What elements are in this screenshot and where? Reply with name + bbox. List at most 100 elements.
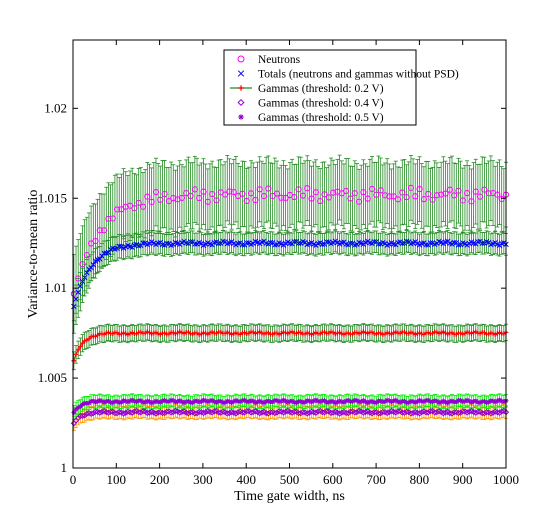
data-point <box>365 400 371 406</box>
data-point <box>226 409 233 417</box>
data-point <box>88 410 95 417</box>
data-point <box>351 190 358 197</box>
data-point <box>412 193 419 200</box>
data-point <box>330 399 336 405</box>
data-point <box>239 190 246 197</box>
data-point <box>175 399 180 404</box>
data-point <box>403 194 410 201</box>
data-point <box>371 409 378 416</box>
data-point <box>95 399 101 404</box>
data-point <box>71 410 77 415</box>
data-point <box>273 190 281 197</box>
data-point <box>380 399 386 405</box>
data-point <box>402 398 407 404</box>
data-point <box>125 399 131 405</box>
x-tick-label: 300 <box>193 472 213 487</box>
data-point <box>343 409 350 417</box>
data-point <box>86 400 92 406</box>
markers-layer <box>70 184 510 427</box>
data-point <box>371 238 377 245</box>
legend-marker <box>238 85 244 91</box>
data-point <box>114 399 120 404</box>
data-point <box>260 193 268 200</box>
data-point <box>226 188 233 195</box>
data-point <box>209 397 215 403</box>
data-point <box>157 399 163 405</box>
data-point <box>343 187 350 195</box>
data-point <box>97 256 103 262</box>
data-point <box>386 408 393 416</box>
data-point <box>453 399 459 405</box>
data-point <box>418 409 425 416</box>
data-point <box>211 408 218 415</box>
data-point <box>313 397 319 403</box>
data-point <box>192 241 198 247</box>
data-point <box>148 198 155 205</box>
data-point <box>433 409 440 416</box>
data-point <box>243 197 250 205</box>
data-point <box>459 197 466 204</box>
data-point <box>107 408 114 415</box>
data-point <box>306 398 312 404</box>
data-point <box>477 400 483 406</box>
data-point <box>490 398 496 404</box>
data-point <box>84 269 90 276</box>
data-point <box>410 399 416 404</box>
data-point <box>317 197 324 205</box>
data-point <box>345 397 351 403</box>
data-point <box>373 400 379 405</box>
data-point <box>165 197 173 205</box>
data-point <box>399 240 406 247</box>
data-point <box>406 400 412 405</box>
data-point <box>283 398 289 404</box>
x-tick-label: 100 <box>107 472 127 487</box>
x-tick-label: 900 <box>453 472 473 487</box>
x-tick-label: 700 <box>366 472 386 487</box>
data-point <box>261 400 267 406</box>
data-point <box>237 399 243 405</box>
data-point <box>326 399 332 405</box>
data-point <box>399 189 406 196</box>
data-point <box>274 398 280 403</box>
data-point <box>429 196 436 203</box>
data-point <box>166 399 172 404</box>
data-point <box>382 399 388 404</box>
data-point <box>183 399 189 405</box>
data-point <box>458 398 464 403</box>
data-point <box>368 410 376 417</box>
axis-ticks-layer: 0 100 200 300 400 500 600 700 800 900 1000 1 1.005 1.… <box>38 40 519 487</box>
data-point <box>159 409 166 417</box>
legend-label: Gammas (threshold: 0.4 V) <box>258 98 384 110</box>
data-point <box>73 296 79 302</box>
data-point <box>462 398 468 404</box>
data-point <box>200 188 207 195</box>
data-point <box>319 241 326 248</box>
data-point <box>153 398 159 404</box>
data-point <box>464 190 471 197</box>
data-point <box>106 398 111 404</box>
data-point <box>170 195 177 202</box>
data-point <box>312 189 319 196</box>
data-point <box>295 240 302 247</box>
data-point <box>162 397 168 403</box>
data-point <box>425 397 431 403</box>
data-point <box>499 398 505 404</box>
data-point <box>134 399 139 405</box>
data-point <box>455 242 462 248</box>
data-point <box>164 240 170 247</box>
data-point <box>304 410 311 417</box>
data-point <box>213 197 220 204</box>
data-point <box>241 409 248 416</box>
data-point <box>71 358 77 364</box>
data-point <box>234 409 242 416</box>
data-point <box>294 400 299 406</box>
data-point <box>325 194 332 201</box>
data-point <box>466 398 472 404</box>
data-point <box>77 344 83 350</box>
data-point <box>232 410 240 417</box>
data-point <box>393 397 399 403</box>
data-point <box>250 409 257 416</box>
data-point <box>222 400 228 405</box>
x-tick-label: 500 <box>280 472 300 487</box>
data-point <box>416 410 423 417</box>
